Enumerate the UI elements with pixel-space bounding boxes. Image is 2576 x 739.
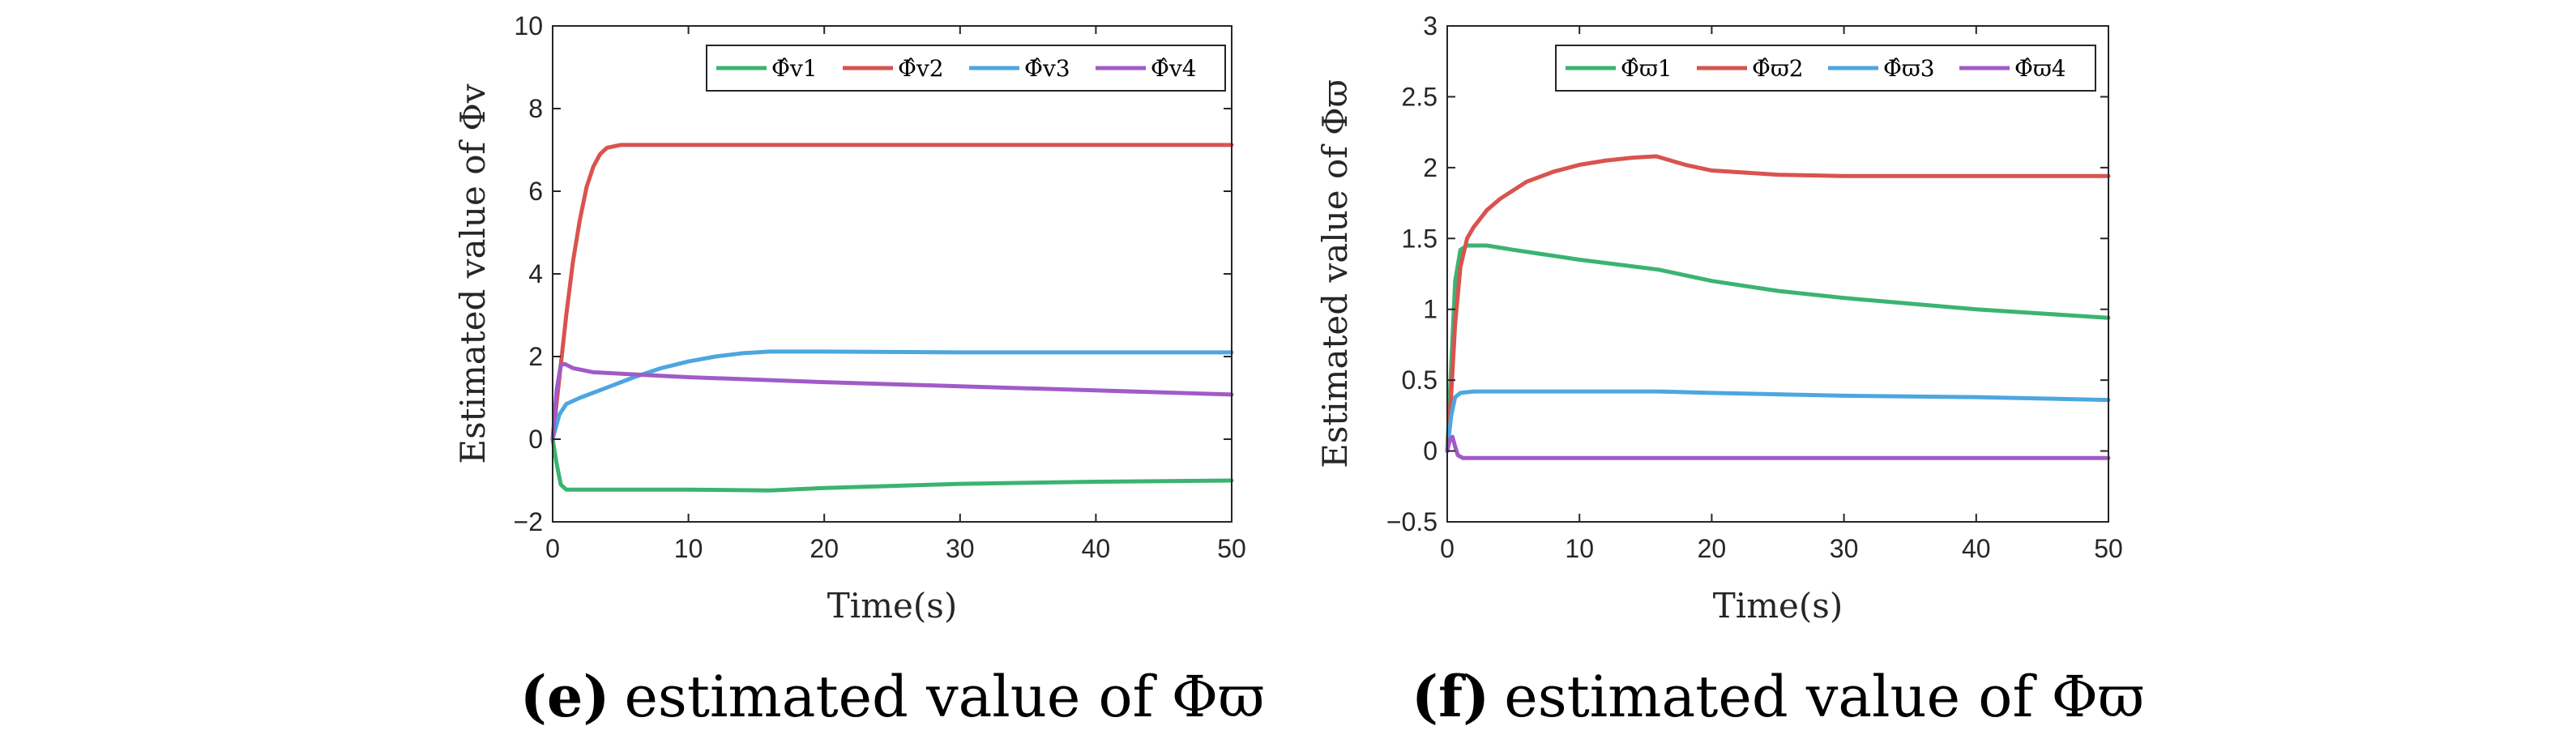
y-tick-label: 4 — [528, 259, 543, 288]
x-tick-label: 20 — [810, 534, 839, 563]
plot-area-e — [550, 25, 1234, 523]
y-tick-label: 8 — [528, 94, 543, 123]
x-tick-label: 0 — [545, 534, 560, 563]
caption-label-f: (f) — [1412, 663, 1489, 730]
legend-label-f-w4: Φ̂ϖ4 — [2014, 55, 2066, 82]
y-tick-label: 10 — [514, 11, 543, 41]
plot-area-f — [1445, 25, 2111, 523]
legend-label-e-v4: Φ̂v4 — [1151, 55, 1197, 82]
x-tick-label: 40 — [1082, 534, 1111, 563]
axes-frame-f — [1446, 25, 2109, 523]
y-tick-label: 0.5 — [1402, 365, 1438, 395]
x-tick-label: 10 — [674, 534, 703, 563]
series-lines-f — [1445, 154, 2111, 460]
legend-label-e-v1: Φ̂v1 — [771, 55, 818, 82]
caption-e: (e) estimated value of Φϖ — [520, 663, 1265, 730]
legend-label-f-w2: Φ̂ϖ2 — [1752, 55, 1804, 82]
caption-label-e: (e) — [520, 663, 610, 730]
y-tick-label: −0.5 — [1386, 507, 1438, 536]
x-tick-label: 50 — [1217, 534, 1246, 563]
series-line-f-3 — [1445, 389, 2111, 454]
series-line-e-1 — [550, 437, 1234, 493]
x-tick-label: 30 — [946, 534, 975, 563]
y-tick-label: 0 — [528, 425, 543, 454]
y-tick-label: 6 — [528, 177, 543, 206]
y-axis-label-e: Estimated value of Φv — [453, 83, 493, 463]
y-tick-label: 1 — [1423, 295, 1438, 324]
axes-frame-e — [552, 25, 1232, 523]
caption-f: (f) estimated value of Φϖ — [1412, 663, 2144, 730]
y-tick-label: 0 — [1423, 437, 1438, 466]
series-line-f-2 — [1445, 154, 2111, 454]
x-tick-label: 30 — [1830, 534, 1859, 563]
legend-label-f-w1: Φ̂ϖ1 — [1621, 55, 1672, 82]
series-line-e-2 — [550, 143, 1234, 442]
y-tick-label: 3 — [1423, 11, 1438, 41]
y-axis-label-f: Estimated value of Φϖ — [1315, 79, 1355, 468]
y-ticks-f: −0.5 0 0.5 1 1.5 2 2.5 3 — [1386, 11, 2108, 536]
y-tick-label: 1.5 — [1402, 224, 1438, 253]
x-tick-label: 50 — [2094, 534, 2123, 563]
caption-text-f: estimated value of Φϖ — [1504, 664, 2144, 730]
legend-label-f-w3: Φ̂ϖ3 — [1883, 55, 1935, 82]
caption-text-e: estimated value of Φϖ — [624, 664, 1264, 730]
series-line-e-4 — [550, 361, 1234, 442]
panel-f: 0 10 20 30 40 50 −0.500.511.522.53 Time(s) Es… — [1315, 11, 2144, 730]
y-ticks-e: −2 0 2 4 6 8 10 — [514, 11, 1232, 536]
y-tick-label: 2 — [1423, 153, 1438, 182]
x-tick-label: 20 — [1698, 534, 1727, 563]
y-tick-label: 2 — [528, 342, 543, 371]
x-axis-label-f: Time(s) — [1713, 586, 1843, 626]
series-line-e-3 — [550, 349, 1234, 442]
x-ticks-e: 0 10 20 30 40 50 — [545, 26, 1246, 563]
series-line-f-4 — [1445, 434, 2111, 460]
x-ticks-f: 0 10 20 30 40 50 — [1440, 26, 2123, 563]
x-tick-label: 0 — [1440, 534, 1455, 563]
y-tick-label: 2.5 — [1402, 82, 1438, 111]
x-axis-label-e: Time(s) — [827, 586, 957, 626]
legend-e: Φ̂v1 Φ̂v2 Φ̂v3 Φ̂v4 — [706, 45, 1226, 92]
legend-label-e-v3: Φ̂v3 — [1024, 55, 1070, 82]
series-line-f-1 — [1445, 243, 2111, 454]
x-tick-label: 10 — [1565, 534, 1594, 563]
legend-f: Φ̂ϖ1 Φ̂ϖ2 Φ̂ϖ3 Φ̂ϖ4 — [1555, 45, 2096, 92]
legend-label-e-v2: Φ̂v2 — [898, 55, 944, 82]
x-tick-label: 40 — [1962, 534, 1991, 563]
series-lines-e — [550, 143, 1234, 493]
y-tick-label: −2 — [514, 507, 543, 536]
